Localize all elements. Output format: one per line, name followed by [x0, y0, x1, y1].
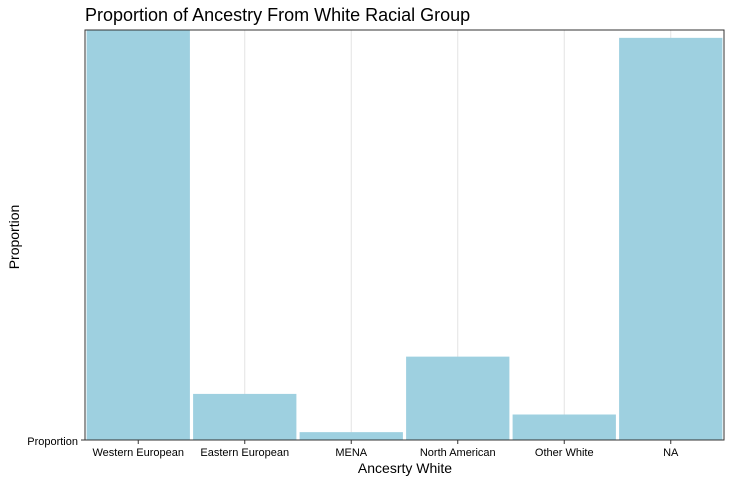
x-tick-label: NA [663, 447, 679, 459]
bar [299, 432, 403, 440]
x-tick-label: Other White [535, 447, 594, 459]
x-tick-label: Eastern European [200, 447, 289, 459]
bar [406, 356, 510, 440]
plot-panel: Western European Eastern European MENA Nort… [81, 29, 725, 459]
x-tick-label: Western European [92, 447, 184, 459]
x-tick-label: North American [420, 447, 496, 459]
panel-border [84, 29, 725, 441]
bar [193, 393, 297, 440]
chart-title: Proportion of Ancestry From White Racial… [85, 5, 470, 25]
x-tick-label: MENA [335, 447, 367, 459]
y-axis-title: Proportion [6, 205, 22, 270]
bar [86, 30, 190, 440]
bar [619, 37, 723, 440]
x-axis-title: Ancesrty White [358, 460, 452, 476]
y-tick-label: Proportion [27, 436, 78, 448]
bar [512, 414, 616, 440]
